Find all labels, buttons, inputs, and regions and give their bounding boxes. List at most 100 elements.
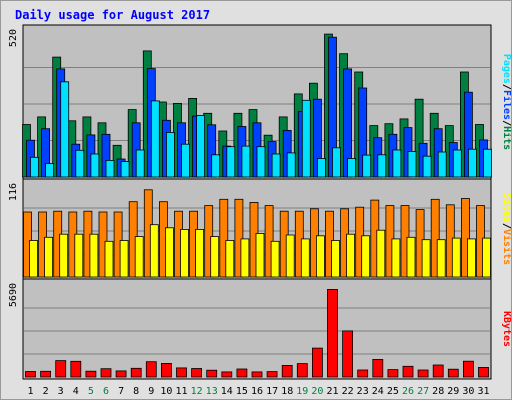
- bar-sites-day-21: [331, 240, 340, 278]
- bar-kbytes-day-22: [342, 330, 354, 378]
- bar-sites-day-19: [300, 238, 310, 278]
- bar-sites-day-22: [346, 233, 356, 278]
- bar-pages-day-26: [407, 150, 417, 178]
- bar-kbytes-day-17: [266, 371, 278, 378]
- bar-pages-day-29: [452, 149, 462, 178]
- bar-sites-day-15: [240, 238, 250, 278]
- bar-pages-day-27: [422, 155, 432, 178]
- x-tick-label: 11: [175, 386, 187, 397]
- bar-pages-day-16: [256, 146, 266, 178]
- bar-pages-day-3: [60, 81, 70, 178]
- bar-kbytes-day-23: [357, 369, 369, 378]
- bar-kbytes-day-13: [206, 369, 218, 378]
- bar-pages-day-11: [181, 143, 190, 178]
- bar-kbytes-day-1: [25, 371, 36, 378]
- bar-visits-day-30: [460, 198, 470, 278]
- bar-pages-day-9: [150, 100, 160, 178]
- bar-sites-day-11: [180, 228, 189, 278]
- x-tick-label: 7: [118, 386, 124, 397]
- x-tick-label: 9: [148, 386, 154, 397]
- legend-separator: /: [501, 223, 511, 229]
- x-tick-label: 19: [296, 386, 308, 397]
- bar-sites-day-16: [255, 232, 265, 278]
- bar-kbytes-day-15: [236, 368, 248, 378]
- bar-pages-day-2: [45, 163, 54, 178]
- panel-kbytes: 5690 KBytes: [8, 278, 512, 378]
- chart-title: Daily usage for August 2017: [15, 8, 210, 22]
- bar-pages-day-25: [392, 149, 402, 178]
- legend-pages: Pages: [501, 54, 511, 84]
- bar-pages-day-17: [271, 153, 281, 178]
- bar-sites-day-14: [225, 240, 235, 278]
- bar-kbytes-day-19: [296, 363, 308, 378]
- bar-pages-day-30: [467, 148, 477, 178]
- bar-kbytes-day-10: [160, 362, 172, 378]
- bar-pages-day-13: [211, 154, 221, 178]
- legend-hits: Hits: [501, 126, 511, 150]
- bar-sites-day-30: [466, 238, 476, 278]
- x-tick-label: 3: [58, 386, 64, 397]
- bar-pages-day-19: [301, 99, 311, 178]
- bar-sites-day-9: [149, 224, 159, 278]
- legend-separator: /: [501, 84, 511, 90]
- bar-kbytes-day-20: [311, 347, 323, 378]
- bar-pages-day-8: [135, 149, 145, 178]
- x-tick-label: 2: [43, 386, 49, 397]
- bar-visits-day-28: [430, 198, 440, 278]
- x-tick-label: 4: [73, 386, 79, 397]
- bar-kbytes-day-8: [130, 367, 142, 378]
- bar-sites-day-20: [315, 235, 325, 278]
- x-tick-label: 8: [133, 386, 139, 397]
- x-tick-label: 28: [432, 386, 444, 397]
- legend-kbytes: KBytes: [501, 311, 511, 347]
- bar-kbytes-day-5: [85, 370, 97, 378]
- bar-kbytes-day-7: [115, 370, 127, 378]
- bar-pages-day-7: [120, 161, 130, 178]
- bar-sites-day-8: [134, 236, 144, 278]
- bar-kbytes-day-24: [372, 358, 384, 378]
- bar-kbytes-day-30: [462, 360, 474, 378]
- x-tick-label: 18: [281, 386, 293, 397]
- legend: KBytes: [501, 311, 511, 347]
- bar-sites-day-10: [164, 227, 174, 278]
- bar-visits-day-14: [219, 198, 229, 278]
- bar-pages-day-21: [332, 147, 341, 178]
- bar-kbytes-day-6: [100, 368, 112, 378]
- bar-sites-day-29: [451, 237, 461, 278]
- legend: Pages/Files/Hits: [501, 54, 511, 150]
- bar-sites-day-12: [195, 228, 205, 278]
- bar-pages-day-1: [30, 156, 39, 178]
- bar-pages-day-20: [316, 158, 326, 178]
- bar-kbytes-day-21: [327, 288, 338, 378]
- bar-sites-day-18: [285, 234, 295, 278]
- bar-kbytes-day-31: [478, 366, 489, 378]
- bar-kbytes-day-27: [417, 369, 429, 378]
- bar-pages-day-6: [105, 159, 115, 178]
- bar-pages-day-24: [377, 154, 387, 178]
- x-tick-label: 17: [266, 386, 278, 397]
- bar-sites-day-26: [406, 236, 416, 278]
- y-max-label: 5690: [8, 283, 19, 307]
- bar-sites-day-7: [119, 240, 129, 278]
- bar-sites-day-5: [89, 233, 99, 278]
- bar-sites-day-28: [436, 239, 446, 278]
- bar-pages-day-23: [362, 154, 372, 178]
- bar-kbytes-day-3: [55, 360, 67, 378]
- y-max-label: 116: [8, 183, 19, 201]
- bar-kbytes-day-29: [447, 368, 459, 378]
- bar-sites-day-31: [482, 237, 491, 278]
- bar-sites-day-27: [421, 239, 431, 278]
- x-tick-label: 1: [27, 386, 33, 397]
- bar-kbytes-day-2: [40, 370, 51, 378]
- legend-files: Files: [501, 90, 511, 120]
- legend: Sites/Visits: [501, 193, 511, 265]
- bar-sites-day-2: [44, 236, 53, 278]
- x-tick-label: 13: [206, 386, 218, 397]
- bar-sites-day-24: [376, 229, 386, 278]
- x-tick-label: 6: [103, 386, 109, 397]
- x-tick-label: 31: [477, 386, 489, 397]
- bar-sites-day-23: [361, 235, 371, 278]
- bar-visits-day-15: [234, 198, 244, 278]
